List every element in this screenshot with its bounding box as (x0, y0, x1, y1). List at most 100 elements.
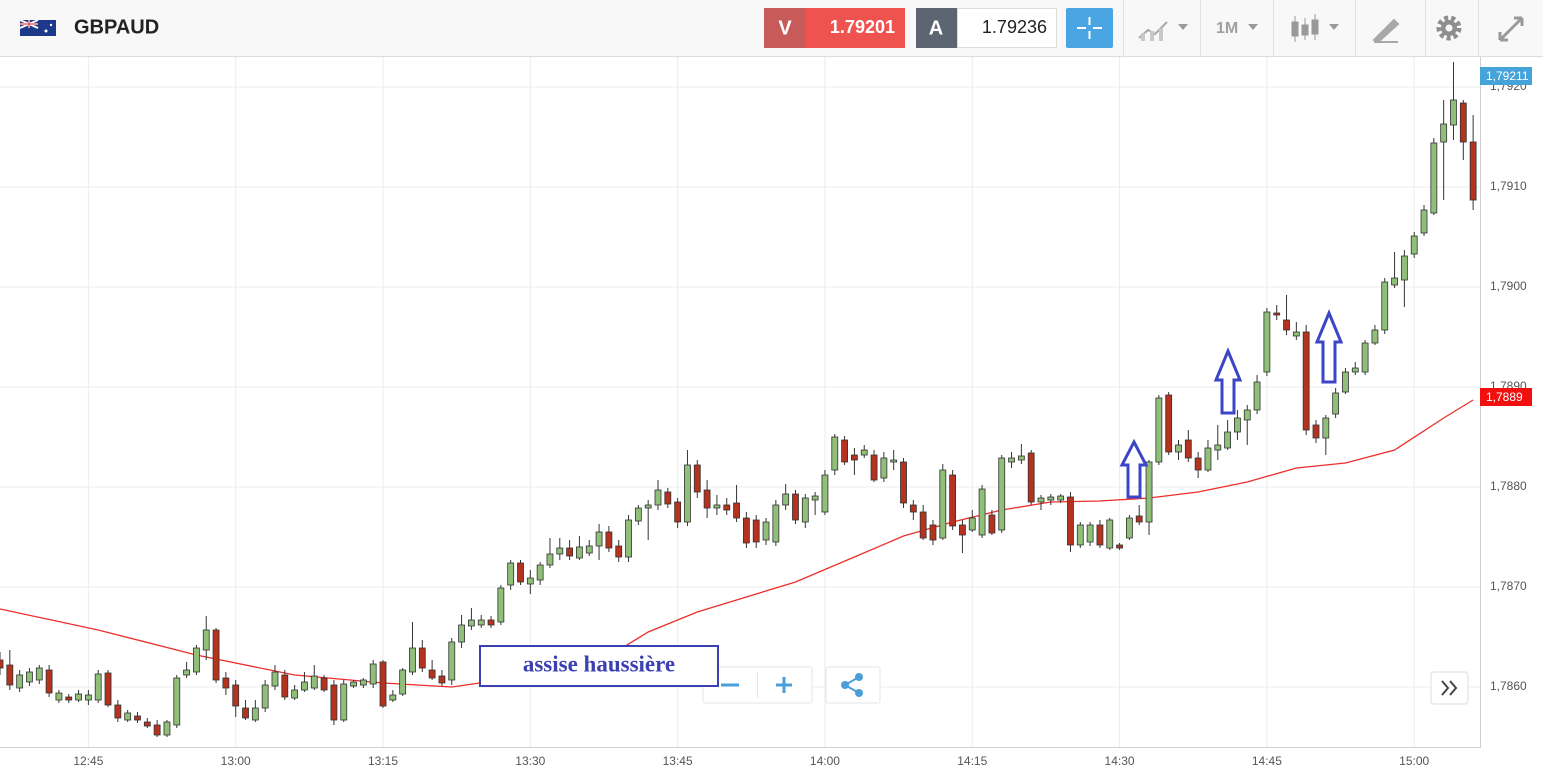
candle-body (576, 546, 583, 559)
arrow (1213, 347, 1243, 415)
x-tick-label: 14:00 (810, 754, 840, 768)
candle-body (959, 524, 966, 536)
candle-body (16, 674, 24, 689)
candle-body (1312, 424, 1320, 439)
grid-layer: 1,78601,78701,78801,78901,79001,79101,79… (0, 57, 1527, 768)
candle-body (517, 562, 524, 583)
candle-body (792, 493, 799, 521)
candle-body (310, 675, 318, 689)
buy-label-bg[interactable] (916, 8, 957, 48)
candle-body (870, 454, 878, 481)
fullscreen-icon[interactable] (1498, 16, 1524, 42)
zoom-controls (702, 666, 1469, 705)
candle-body (782, 493, 790, 506)
candle-body (418, 647, 426, 669)
sell-price-bg[interactable] (805, 8, 905, 48)
candle-body (1332, 392, 1340, 415)
candle-body (546, 553, 554, 566)
candles-layer (0, 62, 1477, 737)
candle-body (723, 504, 731, 511)
candle-body (605, 531, 613, 549)
candle-body (251, 707, 259, 721)
candle-body (507, 562, 515, 586)
candle-body (399, 669, 407, 695)
candle-body (55, 692, 63, 701)
candle-body (556, 547, 564, 555)
candle-body (114, 704, 122, 719)
candle-body (880, 457, 888, 479)
candle-body (497, 587, 505, 623)
candle-body (585, 545, 593, 554)
candle-body (1234, 417, 1241, 433)
candle-body (1371, 329, 1379, 344)
candle-body (1106, 519, 1114, 549)
candle-body (143, 721, 151, 727)
candle-body (1047, 496, 1055, 501)
scroll-end-button[interactable] (1430, 671, 1469, 705)
candle-body (1283, 319, 1290, 331)
candle-body (26, 671, 33, 683)
candle-body (851, 454, 858, 461)
annotation-text: assise haussière (523, 651, 675, 676)
candle-body (1175, 444, 1182, 453)
candle-body (1440, 123, 1448, 143)
candle-body (978, 488, 986, 536)
separators (1123, 0, 1479, 56)
candle-body (340, 683, 348, 721)
candle-body (1263, 311, 1271, 373)
candle-body (1194, 457, 1202, 471)
crosshair-icon (1077, 17, 1102, 39)
candle-body (831, 436, 839, 471)
candle-body (998, 457, 1006, 531)
crosshair-button[interactable] (1066, 8, 1113, 48)
candle-body (1430, 142, 1438, 214)
candle-body (1204, 447, 1212, 471)
candle-body (1184, 439, 1192, 459)
candle-body (674, 501, 682, 523)
price-tag (1480, 67, 1532, 85)
candle-body (6, 664, 14, 686)
candle-body (1155, 397, 1163, 463)
candle-body (369, 663, 377, 685)
candle-body (1125, 517, 1133, 539)
candle-body (1027, 452, 1035, 503)
candle-body (900, 461, 907, 504)
zoom-in[interactable] (776, 677, 792, 693)
settings-icon[interactable] (1436, 15, 1462, 41)
candle-body (487, 619, 495, 626)
chart-type-icon[interactable] (1138, 21, 1188, 41)
y-tick-label: 1,7870 (1490, 579, 1527, 593)
share-button[interactable] (825, 666, 881, 704)
scroll-icon (1441, 680, 1458, 696)
candle-body (1410, 235, 1418, 255)
candle-body (919, 511, 927, 539)
candle-body (1273, 312, 1281, 316)
candle-body (1116, 544, 1123, 549)
x-tick-label: 15:00 (1399, 754, 1429, 768)
candle-body (526, 577, 534, 585)
buy-price-bg[interactable] (957, 8, 1057, 48)
x-tick-label: 14:30 (1105, 754, 1135, 768)
candle-body (1391, 277, 1398, 286)
x-tick-label: 13:00 (221, 754, 251, 768)
candle-body (703, 489, 711, 509)
x-tick-label: 13:45 (663, 754, 693, 768)
sell-label-bg[interactable] (764, 8, 805, 48)
price-tag-label: 1,79211 (1486, 69, 1529, 83)
candle-body (448, 641, 456, 681)
candle-body (193, 647, 200, 673)
candle-body (330, 684, 338, 721)
draw-icon[interactable] (1372, 18, 1400, 44)
candle-body (84, 694, 92, 701)
timeframe[interactable]: 1M (1216, 20, 1238, 37)
candle-body (693, 464, 701, 493)
candle-body (1135, 515, 1143, 523)
sell-label: V (778, 17, 792, 39)
candle-body (634, 507, 642, 522)
buy-label: A (929, 17, 943, 39)
candle-body (1450, 99, 1457, 126)
candle-style-icon[interactable] (1291, 14, 1339, 42)
candle-body (261, 684, 269, 709)
candle-body (968, 517, 976, 531)
